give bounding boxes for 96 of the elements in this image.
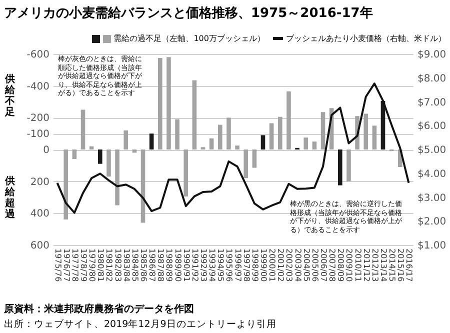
text: 供給不足 [5,74,16,118]
bar [184,150,188,196]
bar [304,138,308,150]
x-tick-label: 2000/01 [268,248,277,282]
text: 原資料：米連邦政府農務省のデータを作図 [4,302,194,316]
bar [175,119,180,150]
x-tick-label: 2011/12 [362,248,371,282]
y-tick-label: -400 [26,81,50,92]
bar [312,142,317,150]
bar [260,135,266,150]
x-tick-label: 1988/89 [164,248,174,282]
bar [115,150,120,206]
bar [80,110,86,150]
x-tick-label: 2002/03 [284,248,294,282]
bar [320,112,326,150]
bar [64,150,68,220]
bar [98,150,102,164]
x-tick-label: 2007/08 [328,248,337,282]
y-tick-label: 200 [30,176,50,188]
y2-tick-label: $4.00 [418,168,446,180]
x-tick-label: 1991/92 [190,248,200,282]
bar [364,114,368,150]
x-tick-label: 1993/94 [208,248,217,282]
y2-tick-label: $2.00 [418,216,446,228]
x-tick-label: 1979/80 [88,248,97,282]
bar [286,91,291,150]
x-tick-label: 2013/14 [379,248,388,282]
bar [72,150,77,160]
y-tick-label: -200 [26,113,50,124]
x-tick-label: 1995/96 [224,248,234,282]
x-tick-label: 1998/99 [250,248,260,282]
x-tick-label: 2012/13 [370,248,380,282]
chart-title: アメリカの小麦需給バランスと価格推移、1975～2016-17年 [4,5,373,22]
x-tick-label: 1975/76 [53,248,62,282]
bar [226,118,231,150]
x-tick-label: 1980/81 [96,248,106,282]
bar [252,150,257,168]
x-tick-label: 2014/15 [388,248,397,282]
x-tick-label: 1985/86 [139,248,148,282]
x-tick-label: 2003/04 [293,248,302,282]
bar [244,150,248,178]
x-tick-label: 2004/05 [302,248,311,282]
x-tick-label: 2005/06 [310,248,320,282]
y2-tick-label: $8.00 [418,73,446,84]
bar [149,134,154,150]
x-tick-label: 2008/09 [336,248,346,282]
text: 出所：ウェブサイト、2019年12月9日のエントリーより引用 [4,318,276,331]
bar [158,58,162,150]
x-tick-label: 1999/00 [259,248,268,282]
x-tick-label: 1986/87 [148,248,157,282]
y-tick-label: 400 [30,208,50,220]
x-tick-label: 2006/07 [319,248,328,282]
x-tick-label: 1981/82 [104,248,114,282]
bar [269,123,274,150]
bar [235,146,240,150]
x-tick-label: 2010/11 [353,248,362,282]
y2-tick-label: $5.00 [418,145,446,156]
y2-tick-label: $1.00 [418,240,446,252]
x-tick-label: 1977/78 [70,248,80,282]
x-tick-label: 1983/84 [122,248,131,282]
x-tick-label: 2016/17 [404,248,414,282]
bar [209,138,214,150]
x-tick-label: 1976/77 [62,248,71,282]
bar [346,150,351,182]
x-tick-label: 1984/85 [130,248,140,282]
bar [338,150,342,186]
x-tick-label: 1989/90 [173,248,182,282]
y2-tick-label: $7.00 [418,97,446,108]
x-tick-label: 1982/83 [113,248,122,282]
bar [166,57,171,150]
y2-tick-label: $6.00 [418,121,446,132]
x-tick-label: 1978/79 [79,248,88,282]
text: 供給超過 [5,176,16,220]
legend-label: 需給の過不足（左軸、100万ブッシェル） [114,33,265,44]
x-tick-label: 1992/93 [199,248,208,282]
x-tick-label: 2009/10 [344,248,354,282]
x-tick-label: 1997/98 [242,248,251,282]
y2-tick-label: $9.00 [418,50,446,60]
bar [278,116,282,150]
bar [106,150,111,177]
x-tick-label: 1994/95 [216,248,226,282]
x-tick-label: 1987/88 [156,248,166,282]
y-tick-label: -600 [26,50,50,60]
x-tick-label: 2015/16 [396,248,406,282]
legend-label: ブッシェルあたり小麦価格（右軸、米ドル） [286,33,446,44]
y-tick-label: 600 [30,240,50,252]
y2-tick-label: $3.00 [418,192,446,204]
x-tick-label: 1990/91 [182,248,191,282]
bar [124,130,128,150]
bar [192,80,197,150]
y-tick-label: -100 [26,129,50,140]
bar [372,126,377,150]
bar [218,124,222,150]
x-tick-label: 2001/02 [276,248,286,282]
x-tick-label: 1996/97 [233,248,242,282]
y-tick-label: 0 [43,145,50,156]
